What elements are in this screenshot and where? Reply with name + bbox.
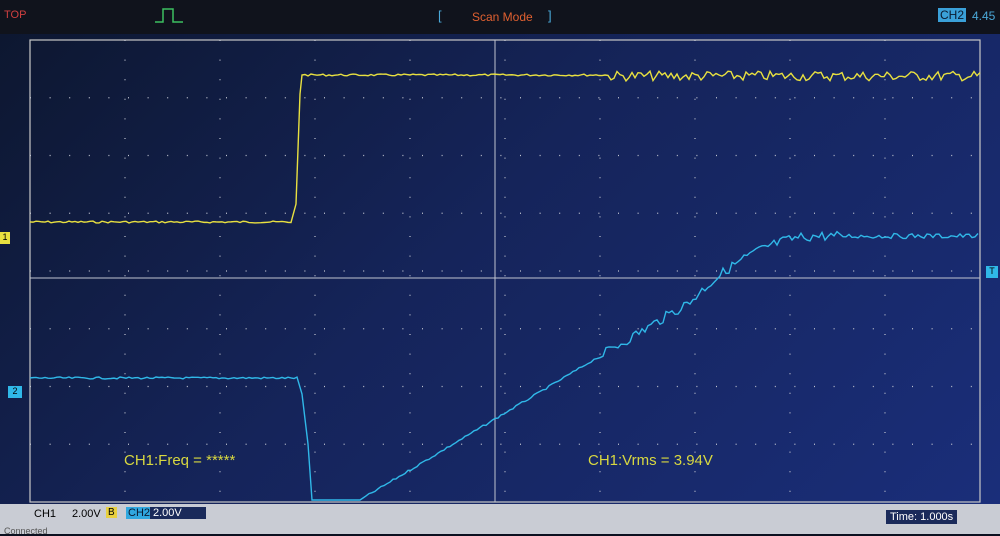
ch1-marker: 1 bbox=[0, 232, 10, 244]
ch2-scale: 2.00V bbox=[150, 507, 206, 519]
vrms-measure: CH1:Vrms = 3.94V bbox=[588, 452, 713, 469]
ch2-marker: 2 bbox=[8, 386, 22, 398]
trigger-icon bbox=[155, 8, 183, 23]
ch2-trace bbox=[29, 230, 979, 501]
ch1-trace bbox=[29, 69, 981, 224]
ch1-flag: B bbox=[106, 507, 117, 518]
connection-status: Connected bbox=[4, 526, 48, 536]
trigger-marker: T bbox=[986, 266, 998, 278]
graticule bbox=[29, 39, 981, 503]
trigger-value: 4.45 bbox=[972, 9, 996, 23]
trigger-channel: CH2 bbox=[938, 8, 967, 22]
freq-measure: CH1:Freq = ***** bbox=[124, 452, 236, 469]
top-bar: TOP [ Scan Mode ] CH2 4.45 bbox=[0, 0, 1000, 34]
ch1-label: CH1 bbox=[34, 508, 57, 520]
screen: 1 2 T CH1:Freq = ***** CH1:Vrms = 3.94V bbox=[0, 34, 1000, 506]
ch1-scale: 2.00V bbox=[72, 508, 101, 520]
run-state: TOP bbox=[4, 9, 27, 21]
mode-label: Scan Mode bbox=[472, 10, 533, 24]
ch2-label: CH2 bbox=[126, 507, 153, 519]
status-bar: CH1 2.00V B CH2 2.00V Time: 1.000s Conne… bbox=[0, 504, 1000, 536]
time-base: Time: 1.000s bbox=[886, 510, 958, 524]
